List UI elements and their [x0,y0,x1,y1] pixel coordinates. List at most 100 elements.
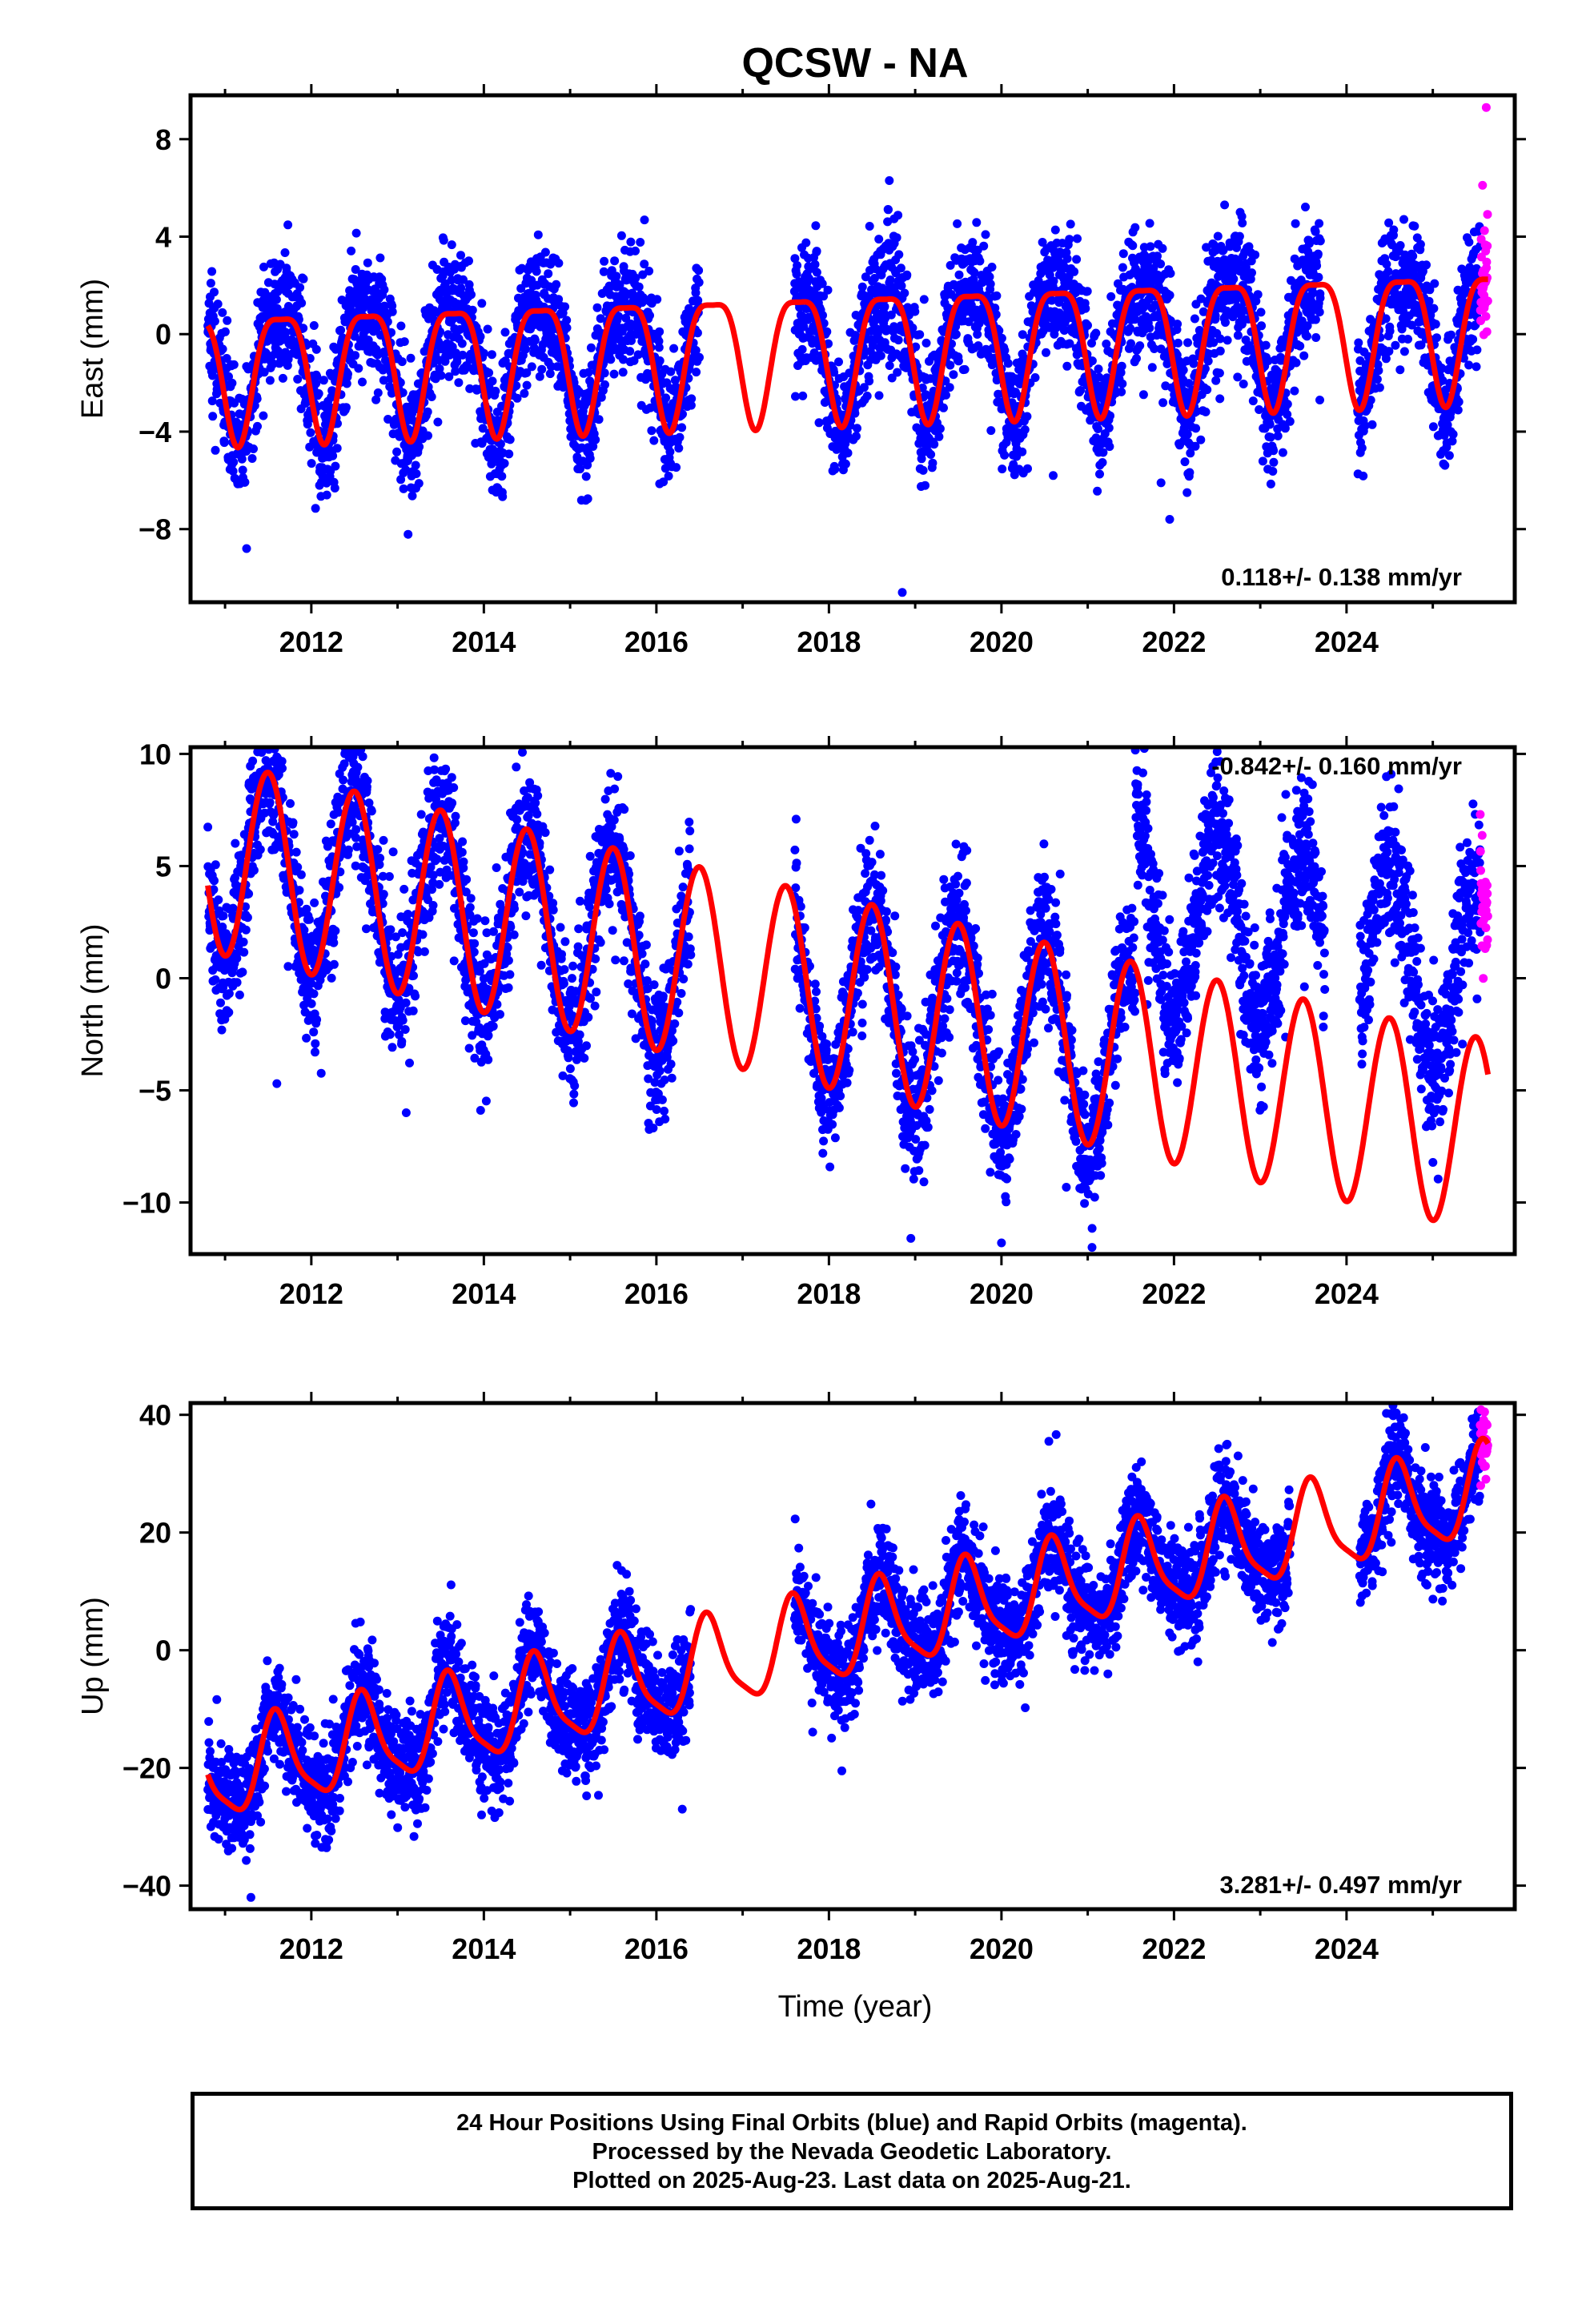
east-data-point [247,454,257,463]
north-data-point [235,990,244,999]
east-data-point [1269,446,1279,456]
east-data-point [330,484,339,493]
east-data-point [522,380,532,390]
east-data-point [692,368,701,377]
east-data-point [343,369,352,379]
east-data-point [1385,327,1395,336]
east-data-point [1428,422,1438,432]
east-data-point [1128,241,1138,251]
north-data-point [296,870,306,879]
east-data-point [222,354,231,363]
east-data-point [1173,320,1182,329]
east-data-point [576,464,584,474]
panel-east: 2012 2014 2016 2018 2020 2022 2024−8−4048East … [76,84,1526,658]
east-data-point [540,247,550,257]
east-data-point [1431,320,1440,329]
east-data-point [1138,390,1148,400]
east-data-point [218,344,227,354]
east-x-tick-label: 2014 [452,625,516,658]
east-data-point [812,267,821,277]
east-data-point [1448,429,1458,439]
east-data-point [454,378,464,388]
east-data-point [259,368,269,377]
east-data-point [1374,366,1383,376]
east-data-point [319,376,328,385]
east-data-point [934,432,944,441]
east-data-point [1468,335,1478,344]
east-data-point [926,450,936,459]
east-data-point [331,461,340,471]
east-data-point [1117,361,1126,371]
east-data-point [1357,443,1367,452]
east-data-point [801,238,811,247]
east-data-point [814,418,824,428]
east-data-point [600,256,609,266]
figure-title: QCSW - NA [741,40,968,86]
east-data-point [1203,385,1212,395]
east-data-point [1042,348,1050,357]
north-data-point [232,954,242,963]
east-data-point [921,480,930,490]
east-data-point [1147,363,1157,372]
east-data-point [1145,219,1154,228]
east-data-point [207,396,217,406]
east-data-point [811,221,821,231]
east-data-point [408,408,417,418]
east-data-point [843,448,853,458]
east-data-point [535,372,544,381]
east-data-point [1453,405,1463,415]
east-data-point [655,327,665,336]
east-data-point [1315,396,1324,404]
east-data-point [791,392,800,401]
east-data-point [857,282,867,292]
east-data-point [210,287,219,297]
east-data-point [1235,231,1244,241]
east-data-point [1269,457,1279,467]
north-data-point [257,734,266,743]
east-data-point [583,494,592,504]
east-data-point [477,299,487,308]
east-data-point [424,431,432,440]
east-data-point [1135,341,1145,351]
east-data-point [213,300,223,309]
east-data-point [1315,219,1324,228]
east-data-point [560,302,570,312]
east-data-point [1196,435,1206,444]
east-data-point [351,351,360,360]
east-y-tick-label: 4 [155,221,171,254]
north-data-point [241,925,251,935]
east-data-point [884,205,893,215]
east-data-point [626,237,636,247]
east-data-point [609,369,619,379]
east-data-point [406,353,416,363]
east-x-tick-label: 2018 [797,625,861,658]
east-data-point [946,360,955,370]
east-data-point [812,247,821,256]
east-data-point [1372,375,1382,384]
east-data-point [1062,254,1072,263]
east-data-point [283,220,293,230]
east-data-point [591,435,600,444]
east-data-point [915,330,925,340]
east-data-point [306,428,315,437]
east-data-point [483,324,492,334]
east-data-point [1146,242,1155,251]
east-data-point [336,325,346,335]
east-data-point [596,314,605,324]
east-data-point [1301,203,1310,211]
east-data-point [238,465,247,475]
east-data-point [363,258,372,267]
east-data-point [1248,396,1258,406]
east-data-point [930,440,939,449]
east-data-point [435,364,444,373]
east-rapid-point [1480,226,1489,235]
north-data-point [203,822,213,832]
east-data-point [631,246,640,255]
east-data-point [1072,255,1082,264]
east-data-point [414,479,424,489]
east-data-point [379,376,388,385]
east-data-point [691,288,701,298]
east-data-point [691,346,701,355]
east-outlier-point [1165,515,1174,524]
east-data-point [1145,324,1154,333]
